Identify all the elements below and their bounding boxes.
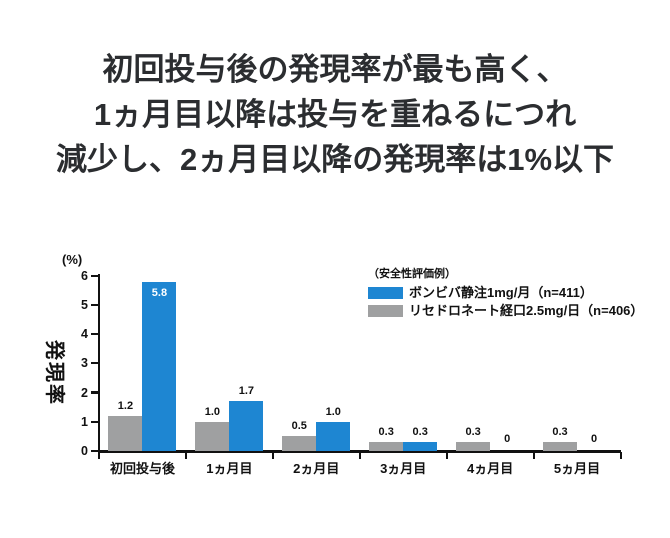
y-tick — [91, 274, 98, 277]
bar-bonviva — [403, 442, 438, 451]
bar-risedronate — [456, 442, 491, 451]
y-tick — [91, 362, 98, 365]
y-tick — [91, 420, 98, 423]
y-tick-label: 3 — [81, 356, 88, 371]
bar-value-label: 0 — [590, 433, 598, 445]
bar-value-label: 5.8 — [151, 286, 168, 299]
y-tick-label: 4 — [81, 327, 88, 342]
legend-label: ボンビバ静注1mg/月（n=411） — [409, 285, 593, 300]
bar-value-label: 0.5 — [291, 420, 307, 433]
bar-bonviva — [229, 401, 264, 451]
y-tick — [91, 333, 98, 336]
bar-risedronate — [369, 442, 404, 451]
y-tick — [91, 391, 98, 394]
legend-swatch-gray — [368, 304, 403, 317]
x-category-label: 4ヵ月目 — [467, 461, 514, 476]
y-axis-unit-label: (%) — [62, 252, 83, 267]
x-category-label: 2ヵ月目 — [293, 461, 340, 476]
legend-item-risedronate: リセドロネート経口2.5mg/日（n=406） — [368, 302, 644, 318]
y-tick-label: 1 — [81, 414, 88, 429]
y-tick-label: 0 — [81, 444, 88, 458]
x-category-label: 1ヵ月目 — [206, 461, 253, 476]
y-axis-line — [97, 274, 100, 452]
x-tick — [184, 452, 187, 459]
bar-value-label: 1.2 — [117, 399, 134, 412]
chart-headline: 初回投与後の発現率が最も高く、 1ヵ月目以降は投与を重ねるにつれ 減少し、2ヵ月… — [0, 47, 670, 182]
x-tick — [532, 452, 535, 459]
bar-risedronate — [108, 415, 143, 451]
bar-value-label: 0.3 — [552, 426, 568, 439]
x-tick — [445, 452, 448, 459]
bar-value-label: 1.0 — [325, 405, 341, 418]
bar-bonviva — [142, 281, 177, 451]
x-category-label: 初回投与後 — [109, 461, 175, 476]
headline-line-1: 初回投与後の発現率が最も高く、 — [102, 52, 568, 87]
headline-line-2: 1ヵ月目以降は投与を重ねるにつれ — [93, 97, 577, 132]
legend-label: リセドロネート経口2.5mg/日（n=406） — [409, 302, 644, 318]
bar-value-label: 1.7 — [238, 385, 255, 398]
x-tick — [271, 452, 274, 459]
x-category-label: 5ヵ月目 — [553, 461, 601, 476]
legend-swatch-blue — [368, 287, 403, 299]
x-tick — [619, 452, 622, 459]
y-tick — [91, 449, 98, 452]
x-category-label: 3ヵ月目 — [380, 461, 427, 476]
legend-item-bonviva: ボンビバ静注1mg/月（n=411） — [368, 286, 643, 300]
bar-value-label: 0.3 — [412, 426, 428, 439]
chart-legend: （安全性評価例） ボンビバ静注1mg/月（n=411） リセドロネート経口2.5… — [368, 265, 643, 321]
x-axis-line — [97, 449, 621, 453]
y-tick-label: 6 — [81, 268, 88, 283]
x-tick — [98, 452, 100, 459]
y-tick-label: 5 — [81, 298, 88, 312]
y-tick-label: 2 — [81, 385, 88, 400]
bar-risedronate — [282, 436, 317, 451]
bar-risedronate — [543, 442, 578, 451]
bar-value-label: 0 — [504, 433, 511, 445]
y-tick — [91, 303, 98, 306]
x-tick — [358, 452, 361, 459]
bar-value-label: 0.3 — [378, 426, 394, 439]
headline-line-3: 減少し、2ヵ月目以降の発現率は1%以下 — [55, 142, 615, 177]
bar-value-label: 1.0 — [204, 405, 221, 418]
bar-risedronate — [195, 421, 230, 451]
bar-value-label: 0.3 — [465, 426, 481, 439]
bar-bonviva — [316, 421, 351, 451]
legend-heading: （安全性評価例） — [368, 268, 456, 280]
